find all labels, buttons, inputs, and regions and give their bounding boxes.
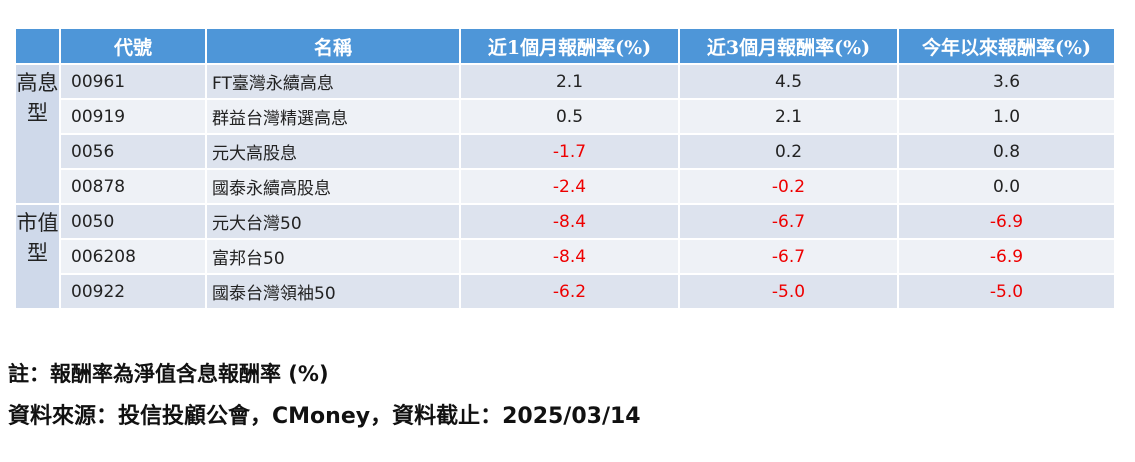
fund-name-cell: FT臺灣永續高息 bbox=[206, 64, 461, 100]
return-1m-cell: 2.1 bbox=[460, 64, 680, 100]
table-body: 高息型 00961 FT臺灣永續高息 2.1 4.5 3.6 00919 群益台灣精選高息 0.… bbox=[16, 64, 1114, 310]
fund-name-cell: 國泰台灣領袖50 bbox=[206, 274, 461, 310]
fund-name-cell: 群益台灣精選高息 bbox=[206, 99, 461, 135]
header-return-3m: 近3個月報酬率(%) bbox=[679, 29, 899, 65]
return-1m-cell: 0.5 bbox=[460, 99, 680, 135]
group-label: 高息型 bbox=[16, 64, 61, 205]
header-code: 代號 bbox=[60, 29, 207, 65]
table-row: 00878 國泰永續高股息 -2.4 -0.2 0.0 bbox=[16, 169, 1114, 205]
table-header-row: 代號 名稱 近1個月報酬率(%) 近3個月報酬率(%) 今年以來報酬率(%) bbox=[16, 29, 1114, 65]
return-note: 註：報酬率為淨值含息報酬率 (%) bbox=[8, 362, 329, 386]
return-ytd-cell: -6.9 bbox=[898, 204, 1114, 240]
return-1m-cell: -8.4 bbox=[460, 204, 680, 240]
fund-name-cell: 國泰永續高股息 bbox=[206, 169, 461, 205]
fund-name-cell: 元大台灣50 bbox=[206, 204, 461, 240]
return-3m-cell: 4.5 bbox=[679, 64, 899, 100]
table-row: 市值型 0050 元大台灣50 -8.4 -6.7 -6.9 bbox=[16, 204, 1114, 310]
fund-code-cell: 00878 bbox=[60, 169, 207, 205]
fund-code-cell: 0056 bbox=[60, 134, 207, 170]
return-1m-cell: -1.7 bbox=[460, 134, 680, 170]
table-row: 00919 群益台灣精選高息 0.5 2.1 1.0 bbox=[16, 99, 1114, 135]
header-name: 名稱 bbox=[206, 29, 461, 65]
table-row: 006208 富邦台50 -8.4 -6.7 -6.9 bbox=[16, 239, 1114, 275]
table-row: 00922 國泰台灣領袖50 -6.2 -5.0 -5.0 bbox=[16, 274, 1114, 310]
header-return-1m: 近1個月報酬率(%) bbox=[460, 29, 680, 65]
return-3m-cell: -5.0 bbox=[679, 274, 899, 310]
fund-code-cell: 0050 bbox=[60, 204, 207, 240]
fund-code-cell: 00922 bbox=[60, 274, 207, 310]
data-source-note: 資料來源：投信投顧公會，CMoney，資料截止：2025/03/14 bbox=[8, 404, 641, 429]
return-3m-cell: 2.1 bbox=[679, 99, 899, 135]
return-1m-cell: -2.4 bbox=[460, 169, 680, 205]
etf-return-table: 代號 名稱 近1個月報酬率(%) 近3個月報酬率(%) 今年以來報酬率(%) 高… bbox=[16, 29, 1114, 310]
return-3m-cell: -6.7 bbox=[679, 239, 899, 275]
return-ytd-cell: 0.0 bbox=[898, 169, 1114, 205]
return-3m-cell: -6.7 bbox=[679, 204, 899, 240]
header-return-ytd: 今年以來報酬率(%) bbox=[898, 29, 1114, 65]
return-ytd-cell: 0.8 bbox=[898, 134, 1114, 170]
return-ytd-cell: -5.0 bbox=[898, 274, 1114, 310]
return-ytd-cell: -6.9 bbox=[898, 239, 1114, 275]
return-ytd-cell: 1.0 bbox=[898, 99, 1114, 135]
return-1m-cell: -6.2 bbox=[460, 274, 680, 310]
fund-code-cell: 006208 bbox=[60, 239, 207, 275]
fund-code-cell: 00961 bbox=[60, 64, 207, 100]
table-row: 高息型 00961 FT臺灣永續高息 2.1 4.5 3.6 bbox=[16, 64, 1114, 205]
fund-name-cell: 元大高股息 bbox=[206, 134, 461, 170]
return-3m-cell: 0.2 bbox=[679, 134, 899, 170]
group-label: 市值型 bbox=[16, 204, 61, 310]
table-row: 0056 元大高股息 -1.7 0.2 0.8 bbox=[16, 134, 1114, 170]
fund-name-cell: 富邦台50 bbox=[206, 239, 461, 275]
fund-code-cell: 00919 bbox=[60, 99, 207, 135]
header-group bbox=[16, 29, 61, 65]
return-3m-cell: -0.2 bbox=[679, 169, 899, 205]
return-ytd-cell: 3.6 bbox=[898, 64, 1114, 100]
return-1m-cell: -8.4 bbox=[460, 239, 680, 275]
